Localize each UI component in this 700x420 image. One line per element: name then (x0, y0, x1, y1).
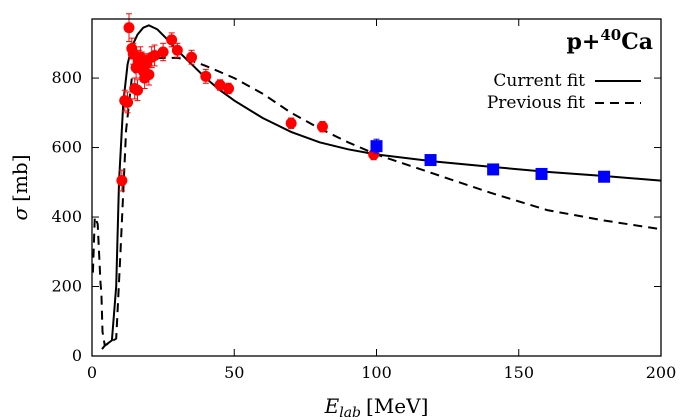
data-point-circle (285, 117, 297, 129)
x-tick-label: 50 (224, 363, 244, 382)
legend-label: Previous fit (487, 93, 585, 113)
data-point-circle (223, 82, 235, 94)
data-point-square (487, 163, 500, 176)
data-point-circle (116, 175, 128, 187)
data-point-circle (143, 69, 155, 81)
data-point-circle (186, 51, 198, 63)
data-point-circle (316, 121, 328, 133)
y-tick-label: 200 (51, 277, 82, 296)
reaction-element: Ca (621, 29, 653, 55)
x-tick-label: 0 (87, 363, 97, 382)
y-axis-label: σ [mb] (8, 154, 32, 220)
data-point-square (424, 154, 437, 167)
y-tick-label: 400 (51, 207, 82, 226)
data-point-circle (132, 84, 144, 96)
y-axis-label-unit: [mb] (8, 154, 32, 201)
x-tick-label: 200 (646, 363, 677, 382)
x-tick-label: 150 (503, 363, 534, 382)
data-point-circle (214, 79, 226, 91)
data-point-circle (166, 34, 178, 46)
plot-frame (91, 18, 662, 357)
y-tick-label: 600 (51, 138, 82, 157)
x-axis-label-unit: [MeV] (366, 394, 428, 418)
data-point-circle (157, 46, 169, 58)
x-axis-label-main: E (324, 394, 340, 418)
data-point-circle (200, 70, 212, 82)
y-axis-label-symbol: σ (8, 206, 32, 221)
data-point-square (370, 140, 383, 153)
data-point-circle (149, 49, 161, 61)
data-point-square (598, 170, 611, 183)
data-point-circle (171, 44, 183, 56)
x-axis-label-sub: lab (339, 405, 361, 420)
legend-label: Current fit (493, 71, 585, 91)
reaction-annotation: p+40Ca (567, 26, 653, 55)
data-point-circle (123, 22, 135, 34)
reaction-mass-number: 40 (600, 26, 621, 44)
x-tick-label: 100 (361, 363, 392, 382)
data-point-circle (122, 96, 134, 108)
y-tick-label: 0 (72, 346, 82, 365)
x-axis-label: Elab [MeV] (324, 394, 429, 420)
plot-area (92, 13, 661, 350)
axis-ticks: 0 50 100 150 200 0 200 400 600 800 (51, 19, 676, 382)
data-point-square (535, 167, 548, 180)
y-tick-label: 800 (51, 68, 82, 87)
current-fit-line (101, 24, 661, 350)
reaction-base: p+ (567, 29, 601, 55)
